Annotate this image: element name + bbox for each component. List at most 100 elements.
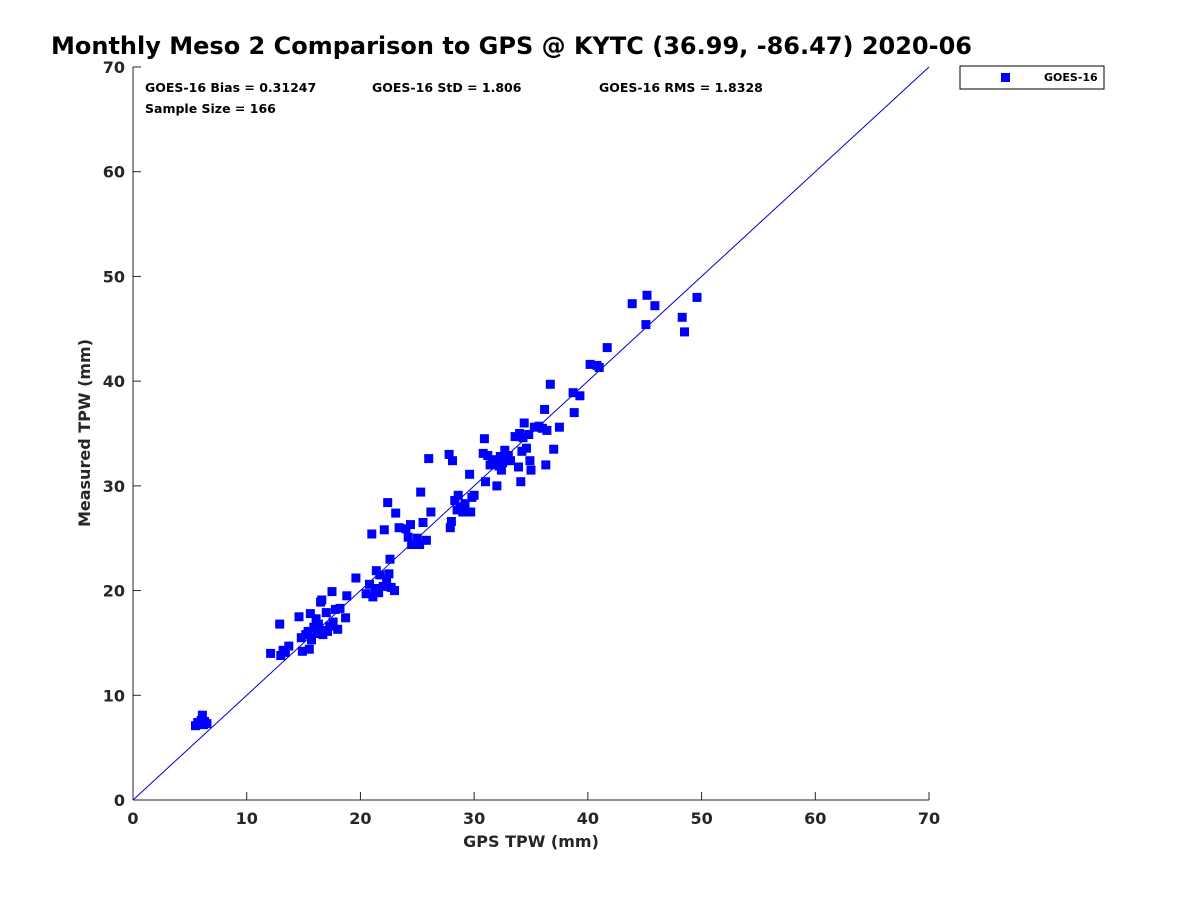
data-point	[500, 445, 510, 455]
data-point	[483, 451, 493, 460]
data-point	[415, 540, 425, 549]
x-tick-label: 70	[918, 809, 940, 828]
data-point	[585, 359, 595, 369]
data-point	[692, 292, 702, 302]
data-point	[312, 629, 322, 638]
data-point	[680, 327, 689, 337]
data-point	[418, 518, 428, 527]
data-point	[385, 554, 395, 564]
x-axis-label: GPS TPW (mm)	[463, 832, 599, 851]
data-point	[496, 465, 506, 475]
plot-axes: 0 10 20 30 40 50 60 70 0 10 20 30 40 50 60 70	[103, 58, 940, 828]
data-point	[569, 408, 579, 418]
data-point	[275, 619, 285, 629]
legend-label: GOES-16	[1044, 71, 1098, 84]
x-tick-label: 40	[577, 809, 599, 828]
data-point	[342, 591, 352, 601]
data-point	[321, 608, 331, 618]
data-point	[549, 444, 559, 454]
x-tick-label: 0	[127, 809, 138, 828]
data-point	[481, 477, 490, 487]
data-point	[575, 391, 585, 401]
data-point	[305, 609, 315, 619]
data-point	[642, 290, 652, 300]
data-point	[448, 456, 457, 466]
legend: GOES-16	[959, 65, 1105, 90]
data-point	[333, 624, 343, 634]
data-point	[444, 449, 454, 459]
data-point	[384, 569, 394, 579]
y-tick-label: 50	[103, 267, 125, 286]
data-point	[391, 508, 401, 518]
data-point	[421, 535, 431, 545]
stat-bias: GOES-16 Bias = 0.31247	[145, 80, 316, 95]
data-point	[200, 717, 210, 726]
y-tick-label: 20	[103, 582, 125, 601]
data-point	[303, 626, 313, 636]
data-point	[378, 581, 388, 591]
data-point	[406, 520, 415, 530]
data-point	[416, 487, 426, 497]
data-point	[335, 603, 345, 613]
data-point	[526, 465, 536, 475]
data-point	[479, 434, 489, 444]
data-point	[503, 451, 513, 460]
data-point	[394, 523, 404, 533]
data-point	[390, 586, 399, 596]
data-point	[453, 490, 463, 500]
data-point	[307, 635, 316, 645]
data-point	[266, 648, 276, 658]
data-point	[506, 456, 515, 466]
data-point	[323, 626, 332, 636]
data-point	[568, 388, 578, 398]
x-tick-label: 20	[349, 809, 371, 828]
data-point	[368, 592, 378, 602]
data-point	[382, 575, 392, 585]
data-point	[313, 619, 323, 629]
y-axis-label: Measured TPW (mm)	[75, 339, 94, 527]
data-point	[297, 646, 307, 656]
data-point	[522, 443, 531, 453]
data-point	[495, 452, 505, 461]
data-point	[424, 454, 434, 464]
data-point	[641, 320, 651, 330]
data-point	[525, 456, 535, 466]
y-tick-label: 60	[103, 163, 125, 182]
data-point	[514, 462, 523, 472]
data-point	[407, 540, 417, 549]
stat-rms: GOES-16 RMS = 1.8328	[599, 80, 763, 95]
data-point	[602, 343, 612, 353]
data-point	[379, 525, 389, 535]
data-point	[450, 496, 460, 505]
x-tick-label: 60	[804, 809, 826, 828]
data-point	[361, 589, 371, 599]
data-point	[492, 481, 502, 491]
data-point	[412, 533, 422, 543]
data-point	[465, 469, 475, 479]
data-point	[541, 460, 551, 470]
data-point	[304, 644, 314, 654]
data-point	[524, 430, 534, 439]
x-tick-label: 10	[236, 809, 258, 828]
y-tick-label: 30	[103, 477, 125, 496]
data-point	[327, 587, 337, 597]
stat-std: GOES-16 StD = 1.806	[372, 80, 522, 95]
data-point	[460, 499, 470, 509]
y-tick-label: 10	[103, 686, 125, 705]
data-point	[478, 448, 488, 458]
data-point	[677, 312, 687, 322]
data-point	[529, 422, 539, 432]
x-tick-label: 30	[463, 809, 485, 828]
x-tick-label: 50	[690, 809, 712, 828]
data-point	[294, 612, 304, 622]
y-tick-label: 40	[103, 372, 125, 391]
data-point	[519, 418, 529, 428]
data-point	[197, 710, 207, 720]
data-point	[328, 617, 338, 627]
data-point	[518, 433, 528, 443]
data-point	[445, 523, 455, 533]
data-point	[466, 507, 476, 517]
legend-box	[959, 65, 1105, 90]
